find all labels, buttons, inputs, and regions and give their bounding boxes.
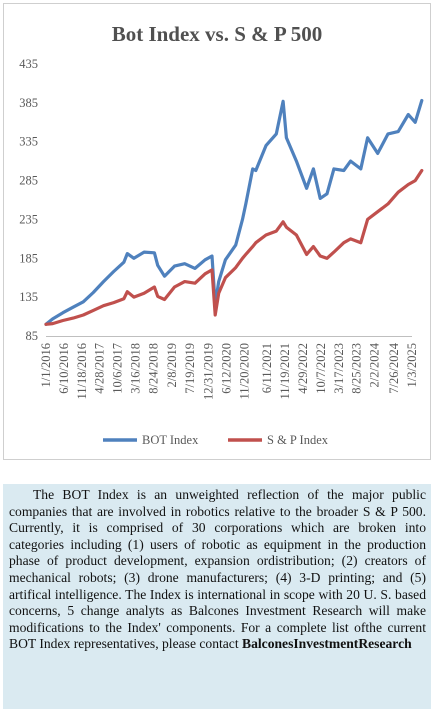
x-tick-label: 2/8/2019 — [165, 343, 179, 387]
x-tick-label: 1/1/2016 — [39, 343, 53, 387]
x-tick-label: 6/12/2020 — [220, 343, 234, 394]
x-tick-label: 7/26/2024 — [387, 342, 401, 393]
x-tick-label: 10/6/2017 — [111, 343, 125, 394]
x-tick-label: 7/19/2019 — [183, 343, 197, 394]
chart-frame: Bot Index vs. S & P 500 — [3, 3, 431, 460]
x-tick-label: 6/11/2021 — [260, 343, 274, 393]
y-tick-label: 185 — [19, 251, 38, 265]
y-tick-label: 285 — [19, 174, 38, 188]
description-box: The BOT Index is an unweighted reflectio… — [3, 484, 431, 709]
y-tick-label: 85 — [26, 329, 39, 343]
x-tick-label: 12/31/2019 — [201, 343, 215, 400]
y-tick-label: 135 — [19, 290, 38, 304]
x-tick-label: 4/28/2017 — [93, 343, 107, 394]
series-line-0 — [44, 98, 424, 326]
x-tick-label: 3/17/2023 — [332, 343, 346, 394]
series-line-1 — [44, 168, 424, 326]
legend-label-1: S & P Index — [267, 433, 329, 447]
x-tick-label: 8/24/2018 — [146, 343, 160, 394]
y-tick-label: 335 — [19, 135, 38, 149]
x-tick-label: 4/29/2022 — [296, 343, 310, 394]
x-tick-label: 11/20/2020 — [238, 343, 252, 399]
legend-label-0: BOT Index — [142, 433, 199, 447]
contact-name: BalconesInvestmentResearch — [242, 636, 412, 652]
y-tick-label: 235 — [19, 212, 38, 226]
x-tick-label: 3/16/2018 — [129, 343, 143, 394]
x-tick-label: 1/3/2025 — [405, 343, 419, 387]
description-text: The BOT Index is an unweighted reflectio… — [9, 487, 426, 652]
x-tick-label: 11/18/2016 — [75, 343, 89, 399]
chart-title: Bot Index vs. S & P 500 — [111, 22, 323, 46]
x-tick-label: 10/7/2022 — [314, 343, 328, 394]
y-tick-label: 435 — [19, 57, 38, 71]
x-tick-label: 2/2/2024 — [368, 342, 382, 387]
x-tick-label: 6/10/2016 — [57, 343, 71, 394]
x-tick-label: 11/19/2021 — [278, 343, 292, 399]
line-chart: 85 135 185 235 285 335 385 435 1/1/2016 6/10/2016… — [19, 57, 424, 447]
x-tick-label: 8/25/2023 — [350, 343, 364, 394]
y-tick-label: 385 — [19, 96, 38, 110]
